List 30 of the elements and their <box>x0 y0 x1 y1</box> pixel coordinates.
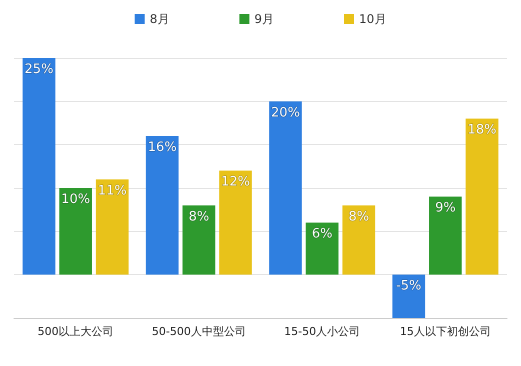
legend-label: 8月 <box>150 12 170 26</box>
bar <box>146 136 179 275</box>
bar <box>96 179 129 275</box>
data-label: 16% <box>148 140 177 155</box>
bar <box>182 205 216 275</box>
bar <box>22 58 56 275</box>
x-tick-label: 500以上大公司 <box>38 325 114 338</box>
data-label: 9% <box>435 200 456 216</box>
x-tick-label: 50-500人中型公司 <box>152 325 246 338</box>
data-label: 6% <box>312 226 332 242</box>
data-label: 10% <box>61 192 90 207</box>
legend-label: 10月 <box>359 12 386 26</box>
bar <box>219 170 252 275</box>
data-label: 11% <box>98 183 127 198</box>
data-label: 12% <box>221 174 250 190</box>
data-label: -5% <box>396 278 422 294</box>
data-label: 18% <box>468 122 496 138</box>
bar <box>342 205 376 275</box>
bar <box>429 196 462 275</box>
x-tick-label: 15-50人小公司 <box>284 325 360 338</box>
data-label: 25% <box>24 62 54 77</box>
data-label: 8% <box>188 209 210 224</box>
data-label: 8% <box>348 209 370 224</box>
legend-label: 9月 <box>254 12 274 26</box>
bar <box>59 188 92 275</box>
x-tick-label: 15人以下初创公司 <box>400 325 491 338</box>
bar <box>269 101 302 275</box>
bar <box>466 118 498 275</box>
data-label: 20% <box>271 105 300 120</box>
bar <box>306 222 338 275</box>
